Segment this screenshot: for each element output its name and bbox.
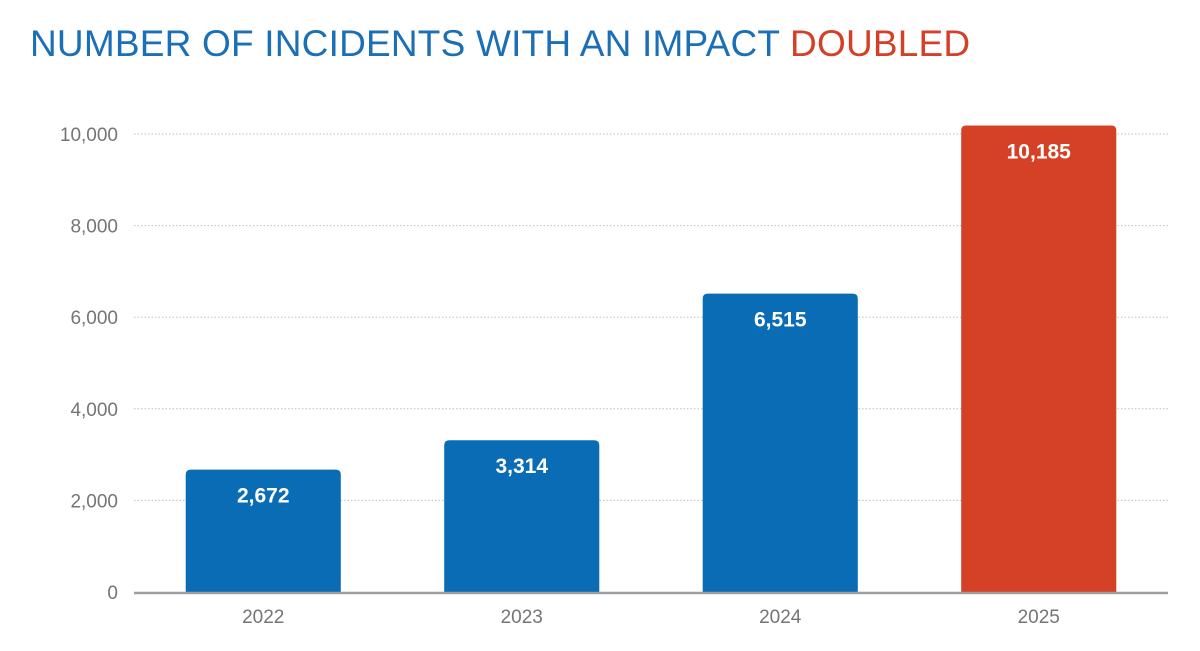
bar-2024 xyxy=(702,293,858,592)
y-tick-label: 2,000 xyxy=(70,491,118,512)
x-tick-label: 2024 xyxy=(759,607,802,628)
y-axis-tick-labels: 0 2,000 4,000 6,000 8,000 10,000 xyxy=(60,125,118,604)
bar-value-label: 2,672 xyxy=(237,485,290,508)
chart-title-highlight: DOUBLED xyxy=(790,23,971,64)
x-tick-label: 2025 xyxy=(1018,607,1060,628)
bars xyxy=(185,125,1117,592)
chart-title-main: NUMBER OF INCIDENTS WITH AN IMPACT xyxy=(30,23,791,64)
x-tick-label: 2022 xyxy=(242,607,284,628)
y-tick-label: 10,000 xyxy=(60,125,118,146)
y-tick-label: 8,000 xyxy=(70,217,118,238)
x-axis-tick-labels: 2022 2023 2024 2025 xyxy=(242,607,1060,628)
bar-2025 xyxy=(961,125,1117,592)
bar-value-labels: 2,672 3,314 6,515 10,185 xyxy=(237,141,1071,508)
y-tick-label: 4,000 xyxy=(70,400,118,421)
bar-2022 xyxy=(185,469,341,592)
y-tick-label: 6,000 xyxy=(70,308,118,329)
bar-value-label: 3,314 xyxy=(495,455,548,478)
y-tick-label: 0 xyxy=(107,583,118,604)
chart-title: NUMBER OF INCIDENTS WITH AN IMPACT DOUBL… xyxy=(30,22,970,66)
bar-value-label: 10,185 xyxy=(1007,141,1072,164)
x-tick-label: 2023 xyxy=(501,607,543,628)
bar-value-label: 6,515 xyxy=(754,309,807,332)
bar-2023 xyxy=(444,440,600,592)
